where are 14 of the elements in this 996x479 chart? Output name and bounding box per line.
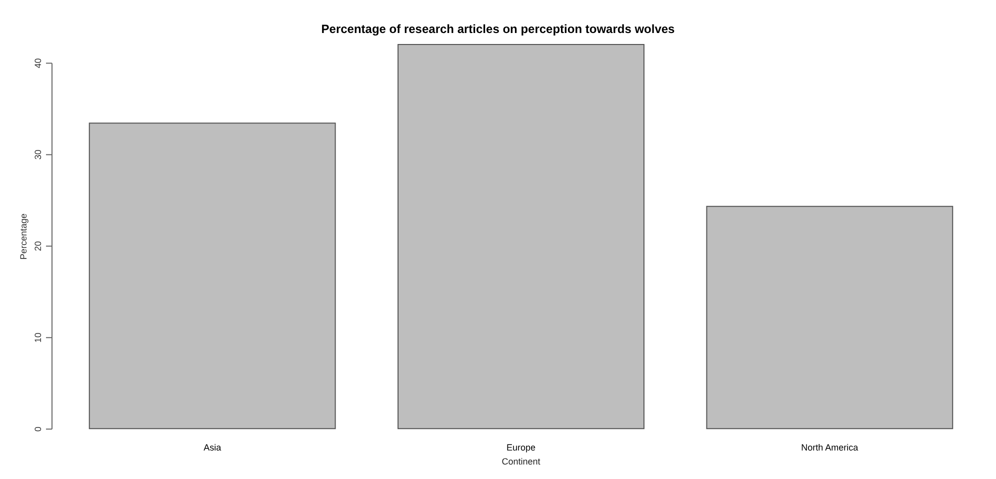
x-tick-label: North America (801, 442, 858, 453)
y-tick-label: 20 (33, 241, 43, 252)
bar (398, 44, 644, 430)
x-tick-label: Europe (506, 442, 536, 453)
bar (706, 206, 954, 430)
chart-title: Percentage of research articles on perception towards wolves (321, 22, 676, 36)
y-tick-label: 10 (33, 332, 43, 343)
x-axis-title: Continent (502, 456, 541, 466)
y-tick-label: 40 (33, 58, 43, 68)
x-tick-label: Asia (204, 442, 222, 453)
y-tick-label: 30 (33, 150, 43, 160)
y-axis-title: Percentage (18, 214, 28, 260)
y-tick-label: 0 (33, 426, 43, 432)
bar (88, 122, 336, 430)
